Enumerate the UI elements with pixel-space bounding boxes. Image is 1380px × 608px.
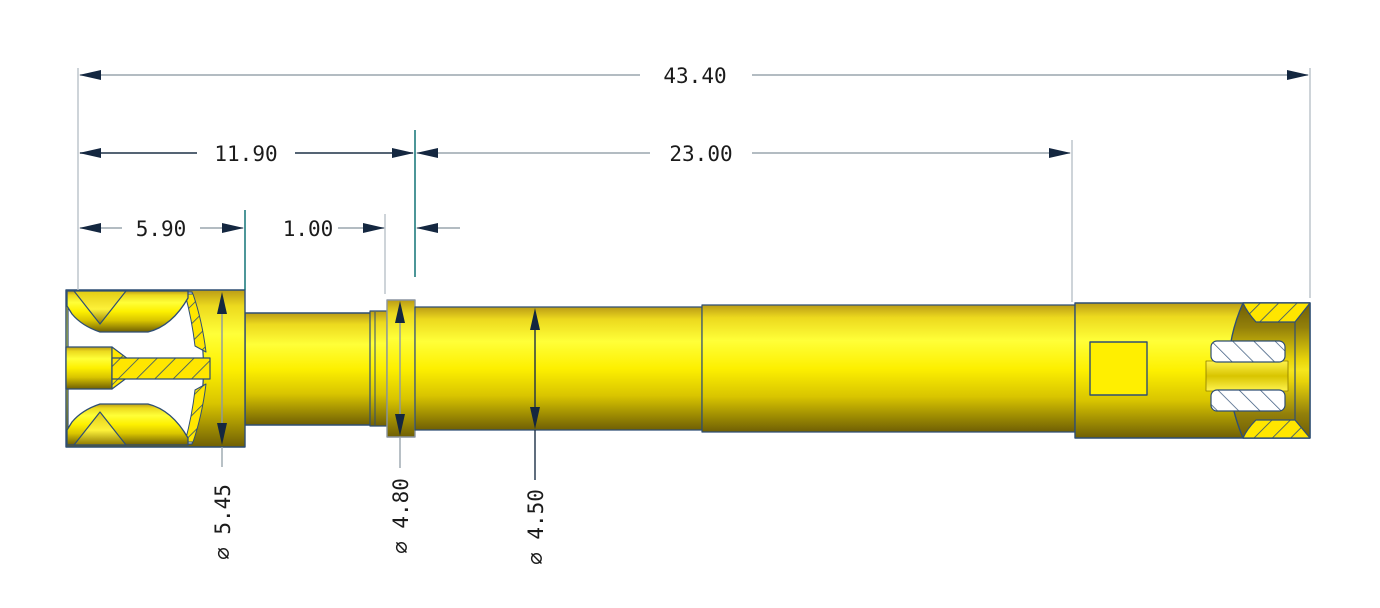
hatched-rim-top (1242, 302, 1311, 323)
arrowhead-up (217, 292, 227, 314)
part-groove-ring (369, 310, 388, 427)
dim-collar-length-label: 1.00 (283, 217, 334, 241)
dim-front-section: 11.90 (79, 142, 414, 166)
dim-socket-length-label: 5.90 (136, 217, 187, 241)
arrowhead-up (530, 308, 540, 330)
dimension-annotations: 43.40 11.90 23.00 5.90 (77, 64, 1311, 565)
dim-diameter-socket-label: ⌀ 5.45 (211, 484, 235, 560)
arrowhead-left (79, 223, 101, 233)
dim-overall-length-label: 43.40 (663, 64, 726, 88)
dim-diameter-socket: ⌀ 5.45 (211, 292, 235, 560)
dim-overall-length: 43.40 (79, 64, 1309, 88)
arrowhead-up (395, 301, 405, 323)
arrowhead-down (217, 423, 227, 445)
part-main-shaft (414, 306, 703, 431)
arrowhead-right (1049, 148, 1071, 158)
dim-front-section-label: 11.90 (214, 142, 277, 166)
extension-lines-teal (244, 130, 416, 290)
part-shaft-front (244, 312, 373, 426)
arrowhead-left (79, 148, 101, 158)
dim-diameter-collar-label: ⌀ 4.80 (389, 478, 413, 554)
part-rear-cutaway-section (1205, 302, 1311, 439)
dim-mid-section: 23.00 (416, 142, 1071, 166)
arrowhead-toward-left-edge (363, 223, 385, 233)
hatched-wall-top (184, 293, 207, 353)
arrowhead-right (1287, 70, 1309, 80)
center-pin-hatched-rod (111, 357, 211, 380)
inner-hatched-bar-bottom (1210, 389, 1286, 412)
part-body (65, 289, 1311, 448)
dim-diameter-shaft-label: ⌀ 4.50 (524, 489, 548, 565)
part-rear-shaft (701, 304, 1076, 433)
hatched-rim-bottom (1242, 419, 1311, 439)
dim-mid-section-label: 23.00 (669, 142, 732, 166)
inner-pin-core (1205, 360, 1289, 392)
dim-diameter-collar: ⌀ 4.80 (389, 301, 413, 554)
dim-socket-length: 5.90 (79, 217, 244, 241)
part-socket-flange (65, 289, 246, 448)
arrowhead-left (416, 148, 438, 158)
extension-lines-gray (77, 68, 1311, 302)
arrowhead-down (395, 414, 405, 436)
dim-diameter-shaft: ⌀ 4.50 (524, 308, 548, 565)
finger-slot-notch-bottom (73, 411, 127, 446)
center-pin-base (65, 346, 113, 390)
dim-collar-length: 1.00 (283, 217, 460, 241)
arrowhead-left (79, 70, 101, 80)
arrowhead-toward-right-edge (416, 223, 438, 233)
finger-slot-notch-top (73, 290, 127, 325)
arrowhead-down (530, 407, 540, 429)
inner-hatched-bar-top (1210, 340, 1286, 363)
arrowhead-right (222, 223, 244, 233)
part-window-pocket (1089, 341, 1148, 396)
arrowhead-right (392, 148, 414, 158)
hatched-wall-bottom (184, 383, 207, 443)
